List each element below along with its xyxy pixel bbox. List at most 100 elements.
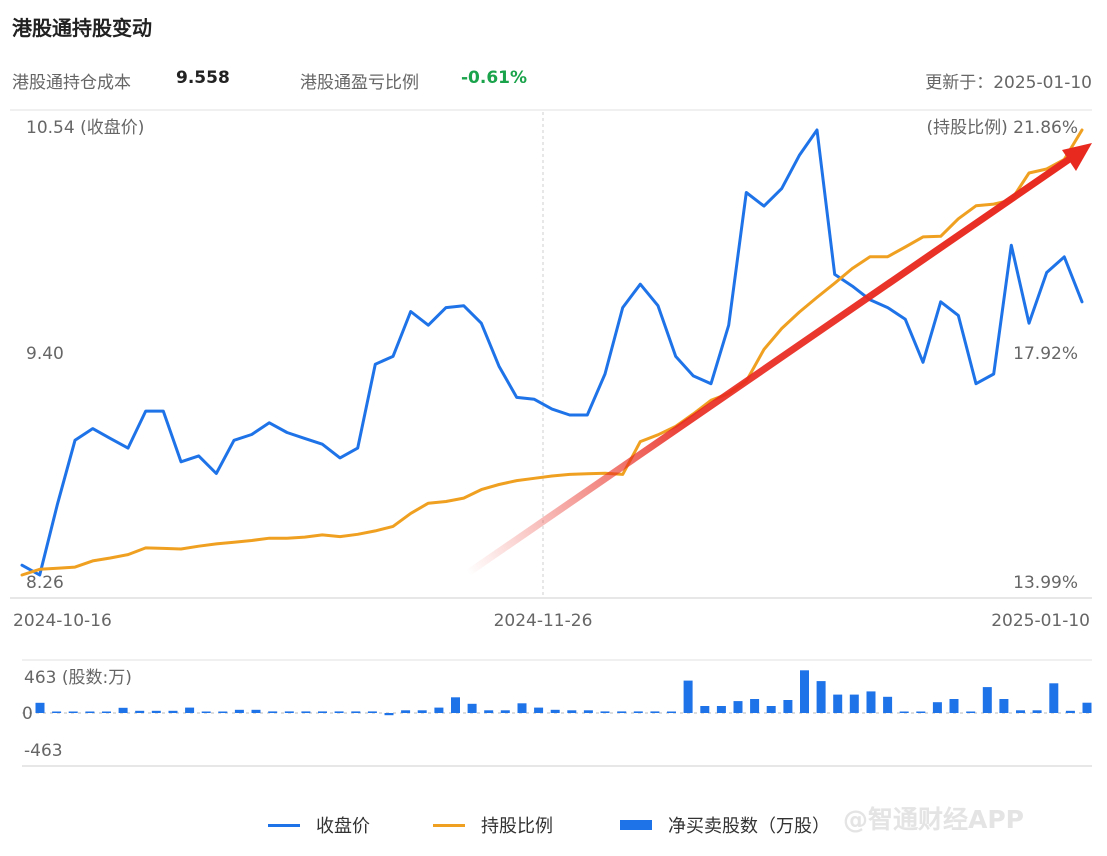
net-shares-bar xyxy=(716,706,726,713)
left-axis-bottom-label: 8.26 xyxy=(26,573,64,593)
net-shares-bar xyxy=(467,703,477,713)
right-axis-mid-label: 17.92% xyxy=(1013,344,1078,364)
pnl-label: 港股通盈亏比例 xyxy=(300,73,419,93)
net-shares-bar xyxy=(633,711,643,713)
net-shares-bar xyxy=(218,711,228,713)
label-layer: 10.54 (收盘价) 9.40 8.26 (持股比例) 21.86% 17.92% 13… xyxy=(13,118,1090,761)
net-shares-bar xyxy=(650,711,660,713)
left-axis-mid-label: 9.40 xyxy=(26,344,64,364)
net-shares-bar xyxy=(899,711,909,713)
right-axis-bottom-label: 13.99% xyxy=(1013,573,1078,593)
net-shares-bar xyxy=(351,711,361,713)
net-shares-bar xyxy=(334,711,344,713)
net-shares-bar xyxy=(667,711,676,713)
legend-item-net-shares[interactable]: 净买卖股数（万股） xyxy=(620,812,830,838)
net-shares-bar xyxy=(268,711,278,713)
net-shares-bar xyxy=(201,711,211,713)
net-shares-bar xyxy=(534,707,544,713)
net-shares-bar xyxy=(451,697,460,713)
trend-arrow xyxy=(464,143,1092,577)
orange-line-icon xyxy=(433,823,465,827)
bar-axis-bottom-label: -463 xyxy=(24,741,63,761)
net-shares-bar xyxy=(52,711,62,713)
close-price-line xyxy=(20,128,1084,577)
bar-axis-zero-label: 0 xyxy=(22,704,33,724)
net-shares-bar xyxy=(733,701,743,713)
net-shares-bar xyxy=(866,691,876,713)
updated-time: 更新于：2025-01-10 xyxy=(925,73,1092,93)
net-shares-bar xyxy=(517,703,527,713)
net-shares-bar xyxy=(833,694,843,713)
net-shares-bar xyxy=(783,700,793,713)
net-shares-bar xyxy=(567,710,577,713)
left-axis-top-label: 10.54 (收盘价) xyxy=(26,118,144,138)
net-shares-bar xyxy=(1032,710,1042,713)
net-shares-bar xyxy=(185,707,195,713)
legend-item-holding[interactable]: 持股比例 xyxy=(433,812,553,838)
net-shares-bar xyxy=(849,694,859,713)
net-shares-bar xyxy=(1016,710,1025,713)
net-shares-bar xyxy=(102,711,111,713)
legend-label: 持股比例 xyxy=(481,816,553,837)
net-shares-bar xyxy=(750,699,760,713)
legend-label: 收盘价 xyxy=(316,816,370,837)
net-shares-bar xyxy=(999,699,1009,713)
net-shares-bar xyxy=(401,710,411,713)
stats-bar: 港股通持仓成本 9.558 港股通盈亏比例 -0.61% 更新于：2025-01… xyxy=(12,68,1092,94)
legend-label: 净买卖股数（万股） xyxy=(668,816,830,837)
net-shares-bar xyxy=(700,706,710,713)
blue-box-icon xyxy=(620,820,652,830)
net-shares-bar xyxy=(800,670,809,713)
net-shares-bar xyxy=(118,707,128,713)
net-shares-bar xyxy=(949,699,959,713)
net-shares-bar xyxy=(417,710,427,713)
net-shares-bar xyxy=(68,711,78,713)
x-tick-label: 2024-10-16 xyxy=(13,611,112,631)
net-shares-bar xyxy=(1082,702,1092,713)
cost-value: 9.558 xyxy=(176,68,230,88)
net-shares-bar xyxy=(883,696,893,713)
net-shares-bar xyxy=(284,711,294,713)
net-shares-bar xyxy=(234,709,244,713)
net-shares-bar xyxy=(617,711,627,713)
x-tick-label: 2024-11-26 xyxy=(494,611,593,631)
net-shares-bar xyxy=(367,711,377,713)
legend: 收盘价 持股比例 净买卖股数（万股） xyxy=(0,812,1107,840)
bar-axis-top-label: 463 (股数:万) xyxy=(24,668,132,688)
x-tick-label: 2025-01-10 xyxy=(991,611,1090,631)
net-shares-bar xyxy=(966,711,976,713)
pnl-value: -0.61% xyxy=(461,68,528,88)
blue-line-icon xyxy=(268,823,300,827)
net-shares-bar xyxy=(982,687,992,713)
net-shares-bar xyxy=(1065,710,1075,713)
net-shares-bar xyxy=(318,711,327,713)
net-shares-bar xyxy=(135,710,145,713)
net-shares-bar xyxy=(251,709,261,713)
holding-ratio-line xyxy=(20,128,1084,577)
net-shares-bar xyxy=(151,710,161,713)
net-shares-bar xyxy=(85,711,95,713)
net-shares-bar xyxy=(1049,683,1059,713)
net-shares-bar xyxy=(384,713,394,716)
net-shares-bar xyxy=(434,707,444,713)
net-shares-bar xyxy=(301,711,311,713)
net-shares-bar xyxy=(583,710,593,713)
page-title: 港股通持股变动 xyxy=(12,16,152,40)
net-shares-bar xyxy=(168,710,178,713)
trend-arrow-shaft xyxy=(464,156,1072,577)
net-shares-bar xyxy=(35,702,45,713)
net-shares-bar xyxy=(484,710,494,713)
net-shares-bar xyxy=(500,710,510,713)
net-shares-bar xyxy=(550,709,560,713)
cost-label: 港股通持仓成本 xyxy=(12,73,131,93)
line-layer xyxy=(20,128,1084,577)
trend-arrow-head xyxy=(1062,143,1092,171)
right-axis-top-label: (持股比例) 21.86% xyxy=(927,118,1079,138)
holding-chart: 10.54 (收盘价) 9.40 8.26 (持股比例) 21.86% 17.92% 13… xyxy=(10,109,1092,767)
net-shares-bar xyxy=(932,702,942,713)
legend-item-price[interactable]: 收盘价 xyxy=(268,812,370,838)
net-shares-bar xyxy=(916,711,926,713)
net-shares-bar xyxy=(766,706,776,713)
net-shares-bar xyxy=(600,711,610,713)
net-shares-bar xyxy=(816,681,826,713)
